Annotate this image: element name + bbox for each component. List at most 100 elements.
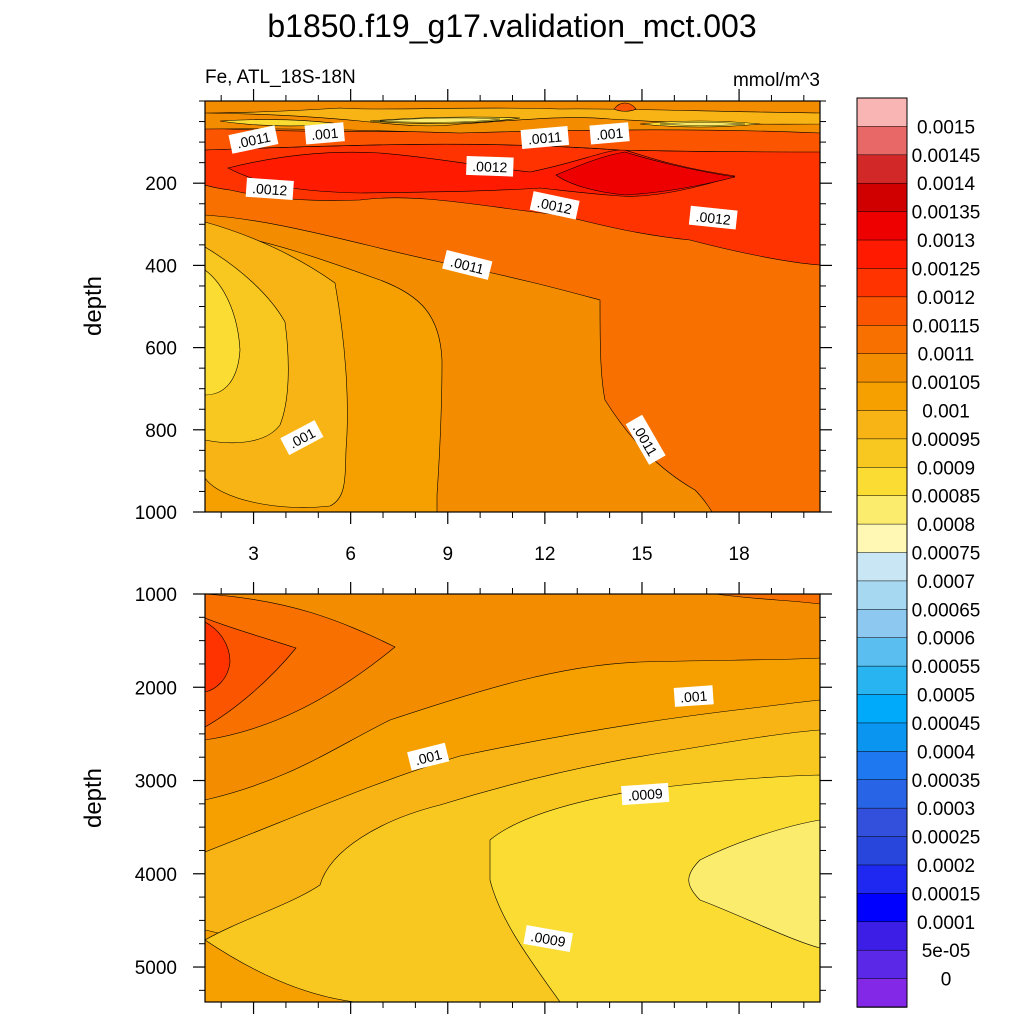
- y-tick-label: 1000: [135, 585, 177, 606]
- contour-label-bg: [442, 250, 493, 280]
- contour-label-bg: [520, 125, 570, 150]
- contour-label-text: .0012: [695, 208, 732, 228]
- contour-label: .0012: [529, 191, 580, 220]
- contour-label-bg: [466, 155, 514, 177]
- fill-band: [205, 617, 297, 728]
- bottom-panel: .001.001.0009.0009 10002000300040005000 …: [80, 582, 832, 1014]
- y-tick-label: 800: [145, 421, 177, 442]
- contour-label: .001: [673, 685, 714, 707]
- contour-label-bg: [245, 177, 294, 200]
- colorbar-swatch: [856, 637, 908, 667]
- contour-label-text: .001: [595, 125, 624, 143]
- colorbar-swatch: [856, 268, 908, 298]
- colorbar-label: 0.00125: [912, 259, 981, 280]
- x-tick-label: 9: [442, 544, 453, 565]
- colorbar-swatch: [856, 381, 908, 412]
- contour-label: .0012: [466, 155, 514, 177]
- contour-label: .0011: [228, 125, 279, 154]
- colorbar-label: 0.001: [922, 401, 970, 422]
- contour-label: .0012: [688, 205, 738, 230]
- colorbar-swatch: [856, 438, 908, 469]
- colorbar-label: 0: [941, 970, 952, 991]
- colorbar-swatch: [856, 978, 908, 1008]
- y-tick-label: 5000: [135, 958, 177, 979]
- colorbar-swatch: [856, 722, 908, 753]
- colorbar-label: 0.00105: [912, 373, 981, 394]
- colorbar-swatch: [856, 949, 908, 980]
- colorbar-swatch: [856, 552, 908, 582]
- contour-label-bg: [228, 125, 279, 154]
- colorbar-swatch: [856, 609, 908, 639]
- bottom-axes: 1000 2000 3000 4000 5000: [135, 582, 832, 1014]
- colorbar: 0.0015 0.00145 0.0014 0.00135 0.0013 0.00125 0…: [856, 97, 981, 1008]
- colorbar-label: 0.0004: [917, 742, 976, 763]
- colorbar-label: 0.0014: [917, 174, 976, 195]
- colorbar-label: 0.00135: [912, 203, 981, 224]
- colorbar-label: 0.0011: [918, 345, 975, 366]
- y-tick-label: 4000: [135, 865, 177, 886]
- fill-band: [688, 819, 820, 949]
- colorbar-label: 0.0008: [917, 515, 975, 536]
- x-tick-label: 12: [534, 544, 555, 565]
- fill-band: [205, 621, 231, 693]
- colorbar-label: 0.00075: [912, 544, 981, 565]
- colorbar-swatch: [856, 921, 908, 951]
- contour-label: .0009: [621, 782, 670, 806]
- contour-label: .001: [304, 122, 345, 145]
- colorbar-label: 0.00095: [912, 430, 981, 451]
- top-axes: 3 6 9 12 15 18 200 400 600 800 1000: [135, 89, 832, 565]
- colorbar-label: 0.0006: [917, 629, 975, 650]
- chart-title: b1850.f19_g17.validation_mct.003: [267, 8, 756, 44]
- y-tick-label: 400: [145, 256, 177, 277]
- contour-label-text: .0009: [627, 785, 663, 803]
- contour-label-bg: [304, 122, 345, 145]
- contour-label-text: .0012: [472, 158, 508, 175]
- colorbar-swatch: [856, 182, 908, 213]
- colorbar-swatch: [856, 779, 908, 809]
- colorbar-label: 0.0007: [917, 572, 975, 593]
- contour-label-text: .001: [680, 688, 709, 706]
- colorbar-swatch: [856, 893, 908, 923]
- colorbar-swatch: [856, 665, 908, 696]
- contour-label-bg: [621, 782, 670, 806]
- contour-label-bg: [589, 122, 630, 145]
- colorbar-swatch: [856, 410, 908, 440]
- colorbar-label: 0.0001: [917, 913, 975, 934]
- colorbar-label: 0.00145: [912, 146, 981, 167]
- colorbar-label: 0.0015: [917, 117, 975, 138]
- contour-label-text: .001: [413, 746, 444, 768]
- contour-label-bg: [280, 420, 324, 456]
- contour-label-bg: [407, 742, 450, 771]
- fill-band: [205, 269, 241, 396]
- colorbar-swatch: [856, 864, 908, 895]
- fill-band: [379, 117, 746, 126]
- colorbar-swatch: [856, 296, 908, 326]
- contour-label-text: .0011: [527, 129, 562, 148]
- x-tick-label: 6: [345, 544, 356, 565]
- y-tick-label: 2000: [135, 678, 177, 699]
- bottom-contour-fills: [205, 594, 820, 1002]
- fill-band: [613, 102, 637, 112]
- colorbar-swatch: [856, 580, 908, 611]
- colorbar-swatch: [856, 353, 908, 383]
- bottom-contour-labels: .001 .001 .0009 .0009: [407, 685, 714, 952]
- colorbar-label: 0.0012: [917, 288, 975, 309]
- colorbar-swatch: [856, 836, 908, 866]
- contour-label-text: .001: [310, 125, 339, 143]
- colorbar-label: 0.00085: [912, 487, 981, 508]
- colorbar-label: 0.00065: [912, 600, 981, 621]
- colorbar-label: 0.00035: [912, 771, 981, 792]
- y-tick-label: 3000: [135, 772, 177, 793]
- colorbar-swatch: [856, 325, 908, 355]
- colorbar-label: 0.0013: [917, 231, 975, 252]
- x-tick-label: 3: [248, 544, 259, 565]
- fill-band: [555, 151, 736, 196]
- colorbar-label: 0.00045: [912, 714, 981, 735]
- contour-label: .0011: [520, 125, 570, 150]
- colorbar-swatch: [856, 211, 908, 241]
- contour-label-bg: [523, 925, 573, 952]
- x-tick-label: 18: [729, 544, 750, 565]
- colorbar-label: 5e-05: [922, 941, 971, 962]
- colorbar-swatch: [856, 239, 908, 270]
